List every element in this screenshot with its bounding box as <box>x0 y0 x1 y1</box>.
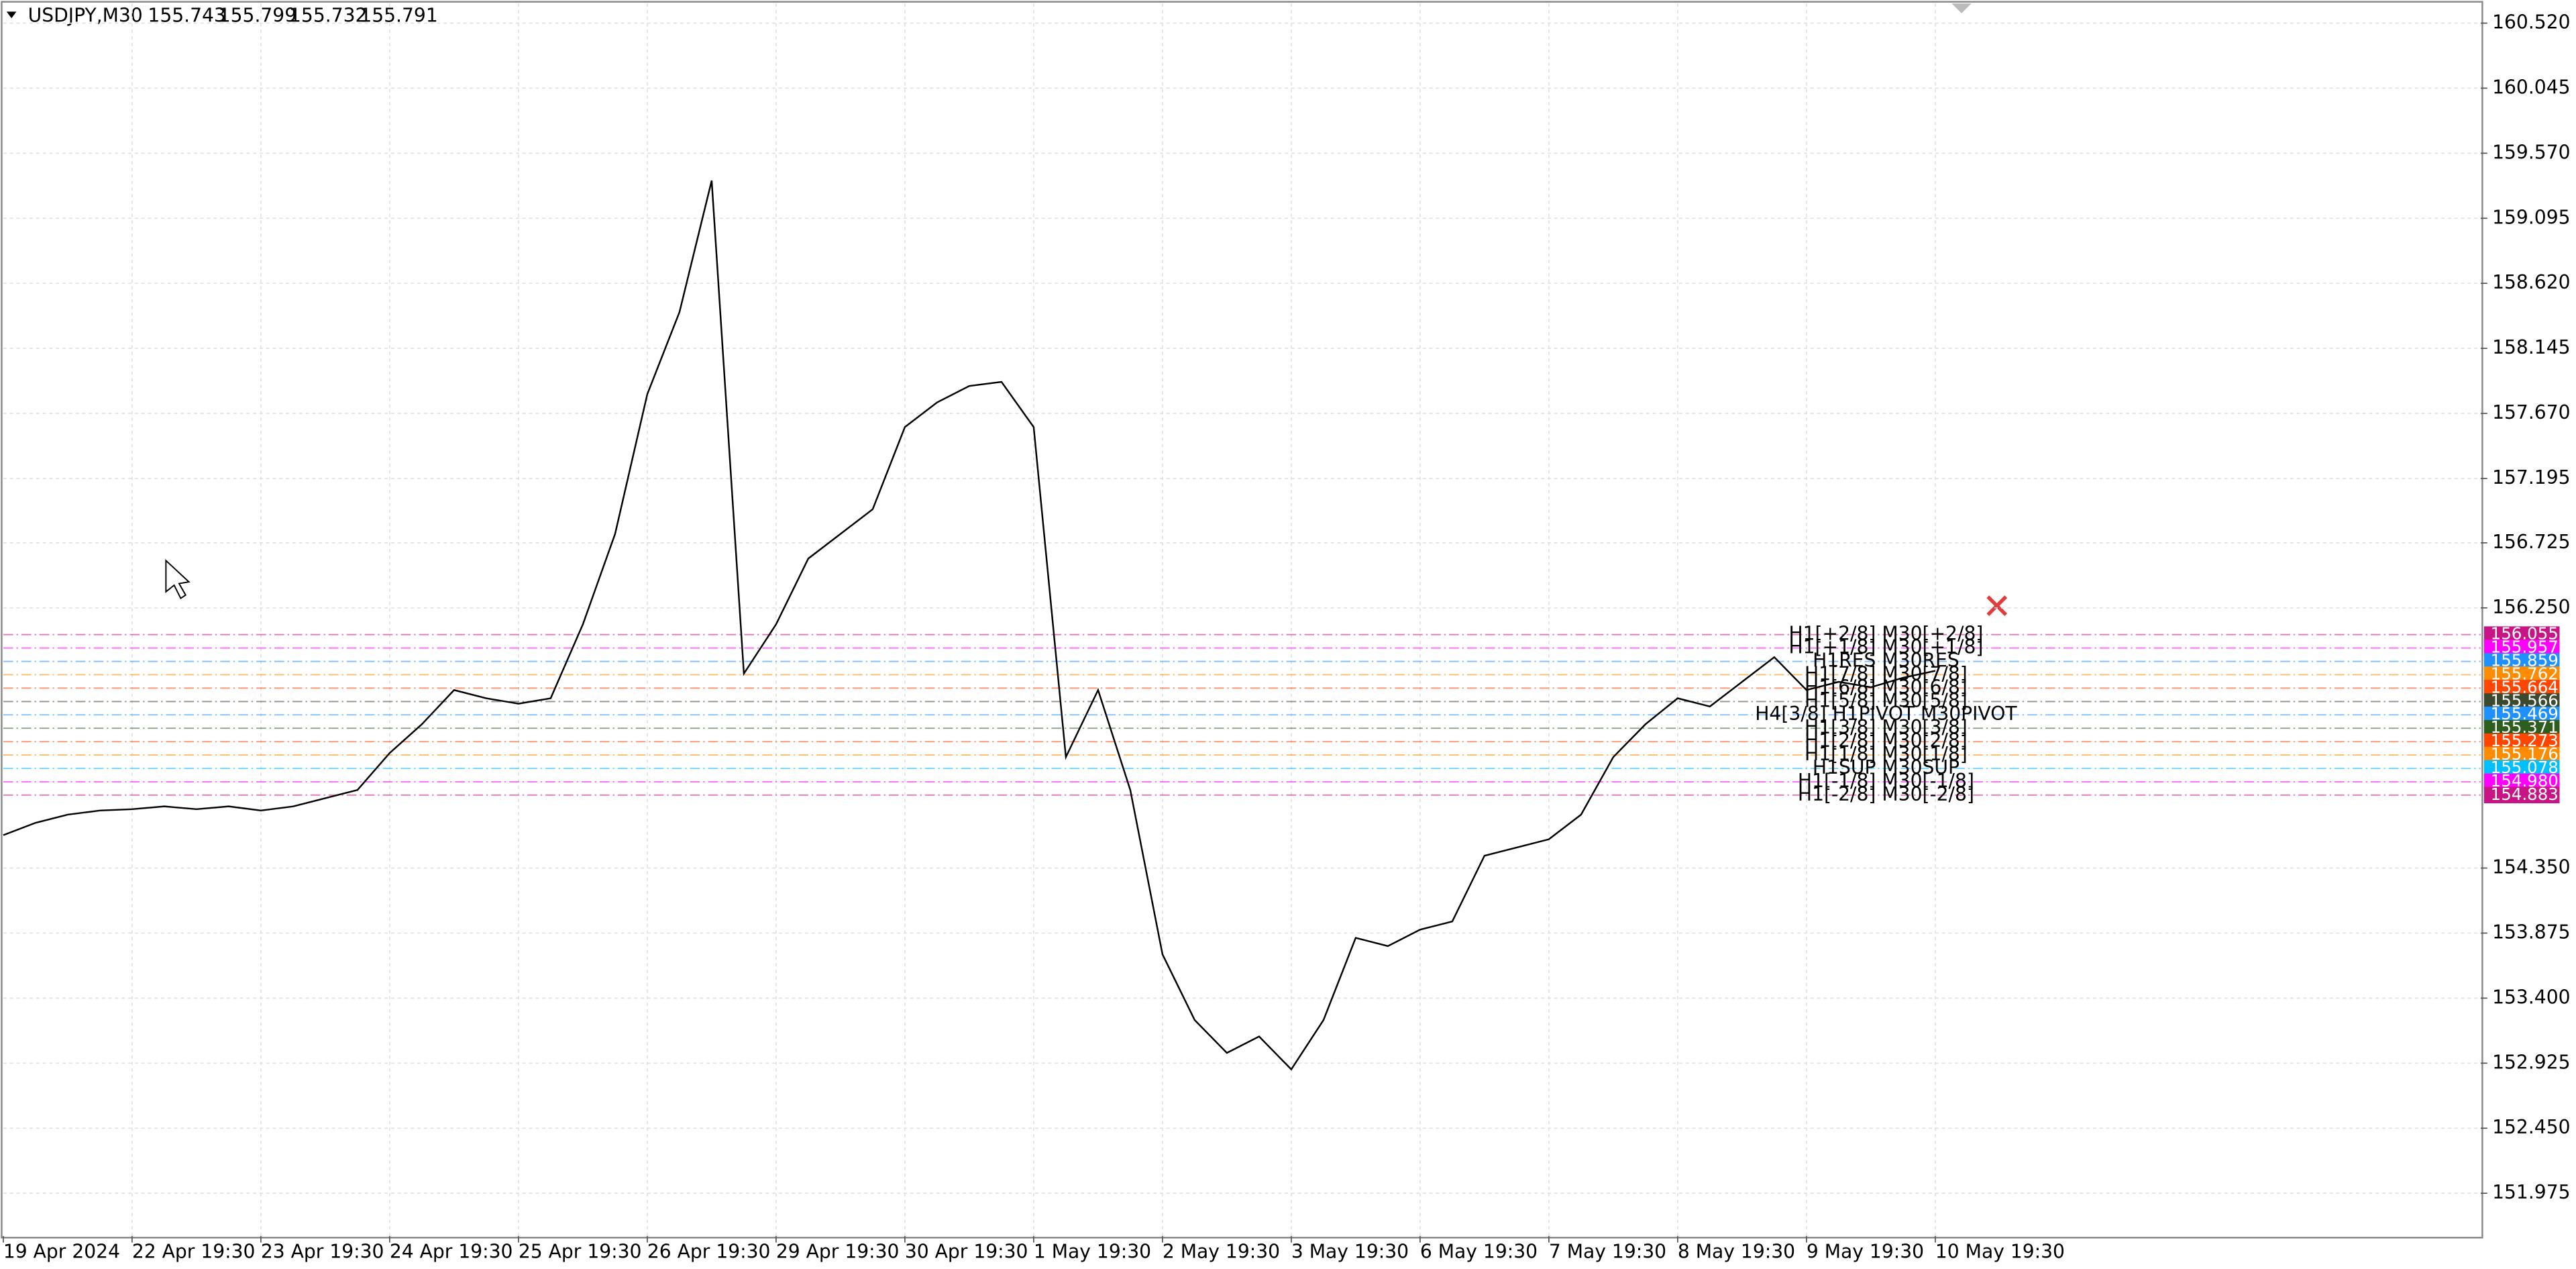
x-tick-label: 1 May 19:30 <box>1034 1240 1151 1262</box>
level-label: H1SUP M30SUP <box>1813 756 1960 778</box>
menu-arrow[interactable] <box>6 11 17 19</box>
x-tick-label: 25 Apr 19:30 <box>519 1240 642 1262</box>
x-tick-label: 2 May 19:30 <box>1163 1240 1280 1262</box>
y-tick-label: 156.725 <box>2492 531 2570 553</box>
x-tick-label: 22 Apr 19:30 <box>132 1240 256 1262</box>
y-tick-label: 159.095 <box>2492 206 2570 228</box>
x-tick-label: 10 May 19:30 <box>1935 1240 2065 1262</box>
y-tick-label: 152.450 <box>2492 1116 2570 1138</box>
y-tick-label: 151.975 <box>2492 1181 2570 1203</box>
x-tick-label: 19 Apr 2024 <box>3 1240 120 1262</box>
level-label: H1[7/8] M30[7/8] <box>1805 662 1968 684</box>
plot-frame <box>1 1 2483 1239</box>
x-tick-label: 23 Apr 19:30 <box>261 1240 384 1262</box>
price-line <box>3 180 1936 1071</box>
level-label: H1[+1/8] M30[+1/8] <box>1788 636 1983 658</box>
level-label: H1[2/8] M30[2/8] <box>1805 729 1968 752</box>
level-label: H1[-1/8] M30[-1/8] <box>1798 770 1974 792</box>
price-tag-label: 154.883 <box>2491 784 2559 804</box>
price-tag <box>2483 786 2560 804</box>
y-tick-label: 157.670 <box>2492 401 2570 423</box>
level-label: H1[3/8] M30[3/8] <box>1805 716 1968 738</box>
x-tick-label: 26 Apr 19:30 <box>647 1240 771 1262</box>
level-label: H1RES M30RES <box>1813 650 1960 672</box>
level-label: H4[3/8] H1PIVOT M30PIVOT <box>1755 703 2017 725</box>
y-tick-label: 158.145 <box>2492 336 2570 358</box>
quote-value: 155.743 <box>148 5 225 27</box>
y-tick-label: 152.925 <box>2492 1051 2570 1073</box>
shift-marker[interactable] <box>1951 3 1972 13</box>
level-label: H1[+2/8] M30[+2/8] <box>1788 623 1983 645</box>
level-label: H1[-2/8] M30[-2/8] <box>1798 783 1974 805</box>
y-tick-label: 160.045 <box>2492 76 2570 98</box>
x-tick-label: 30 Apr 19:30 <box>905 1240 1028 1262</box>
y-tick-label: 158.620 <box>2492 271 2570 293</box>
level-label: H1[1/8] M30[1/8] <box>1805 743 1968 765</box>
y-tick-label: 159.570 <box>2492 141 2570 163</box>
x-tick-label: 24 Apr 19:30 <box>390 1240 513 1262</box>
y-tick-label: 156.250 <box>2492 596 2570 618</box>
mouse-cursor <box>165 559 191 600</box>
x-tick-label: 9 May 19:30 <box>1807 1240 1924 1262</box>
y-tick-label: 154.350 <box>2492 856 2570 878</box>
level-label: H1[6/8] M30[6/8] <box>1805 676 1968 698</box>
x-tick-label: 8 May 19:30 <box>1678 1240 1795 1262</box>
x-tick-label: 29 Apr 19:30 <box>776 1240 900 1262</box>
x-tick-label: 6 May 19:30 <box>1420 1240 1538 1262</box>
level-label: H1[5/8] M30[5/8] <box>1805 689 1968 711</box>
x-tick-label: 7 May 19:30 <box>1549 1240 1666 1262</box>
x-tick-label: 3 May 19:30 <box>1291 1240 1409 1262</box>
y-tick-label: 153.400 <box>2492 986 2570 1008</box>
y-tick-label: 153.875 <box>2492 921 2570 943</box>
quote-value: 155.799 <box>219 5 297 27</box>
close-icon[interactable] <box>1986 595 2008 617</box>
y-tick-label: 160.520 <box>2492 11 2570 33</box>
y-tick-label: 157.195 <box>2492 466 2570 489</box>
